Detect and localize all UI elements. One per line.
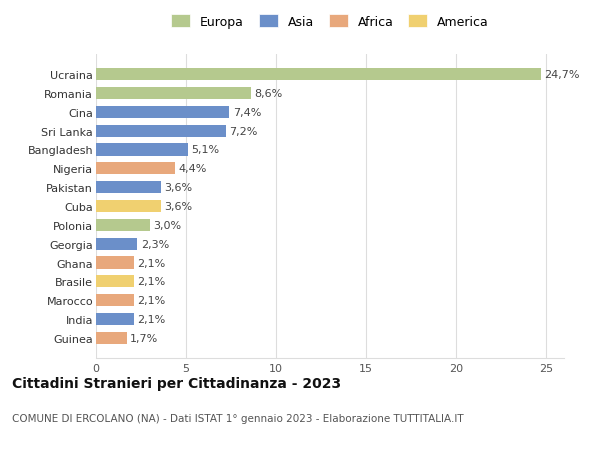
Text: 5,1%: 5,1% — [191, 145, 220, 155]
Bar — [96, 276, 134, 288]
Bar — [96, 313, 134, 325]
Bar — [96, 163, 175, 175]
Bar — [96, 69, 541, 81]
Bar — [96, 182, 161, 194]
Text: 2,1%: 2,1% — [137, 314, 166, 325]
Text: 2,1%: 2,1% — [137, 258, 166, 268]
Legend: Europa, Asia, Africa, America: Europa, Asia, Africa, America — [169, 13, 491, 31]
Bar — [96, 257, 134, 269]
Text: 7,2%: 7,2% — [229, 126, 257, 136]
Text: 4,4%: 4,4% — [179, 164, 207, 174]
Bar — [96, 125, 226, 137]
Text: 24,7%: 24,7% — [544, 70, 580, 80]
Text: 2,3%: 2,3% — [141, 239, 169, 249]
Bar — [96, 144, 188, 156]
Text: 7,4%: 7,4% — [233, 107, 261, 118]
Text: 2,1%: 2,1% — [137, 296, 166, 306]
Text: 2,1%: 2,1% — [137, 277, 166, 287]
Bar — [96, 294, 134, 307]
Text: 1,7%: 1,7% — [130, 333, 158, 343]
Text: 3,6%: 3,6% — [164, 202, 193, 212]
Bar — [96, 219, 150, 231]
Bar — [96, 332, 127, 344]
Bar — [96, 106, 229, 119]
Text: 3,0%: 3,0% — [154, 220, 182, 230]
Bar — [96, 88, 251, 100]
Bar — [96, 201, 161, 213]
Text: 3,6%: 3,6% — [164, 183, 193, 193]
Bar — [96, 238, 137, 250]
Text: 8,6%: 8,6% — [254, 89, 283, 99]
Text: COMUNE DI ERCOLANO (NA) - Dati ISTAT 1° gennaio 2023 - Elaborazione TUTTITALIA.I: COMUNE DI ERCOLANO (NA) - Dati ISTAT 1° … — [12, 413, 464, 423]
Text: Cittadini Stranieri per Cittadinanza - 2023: Cittadini Stranieri per Cittadinanza - 2… — [12, 376, 341, 390]
